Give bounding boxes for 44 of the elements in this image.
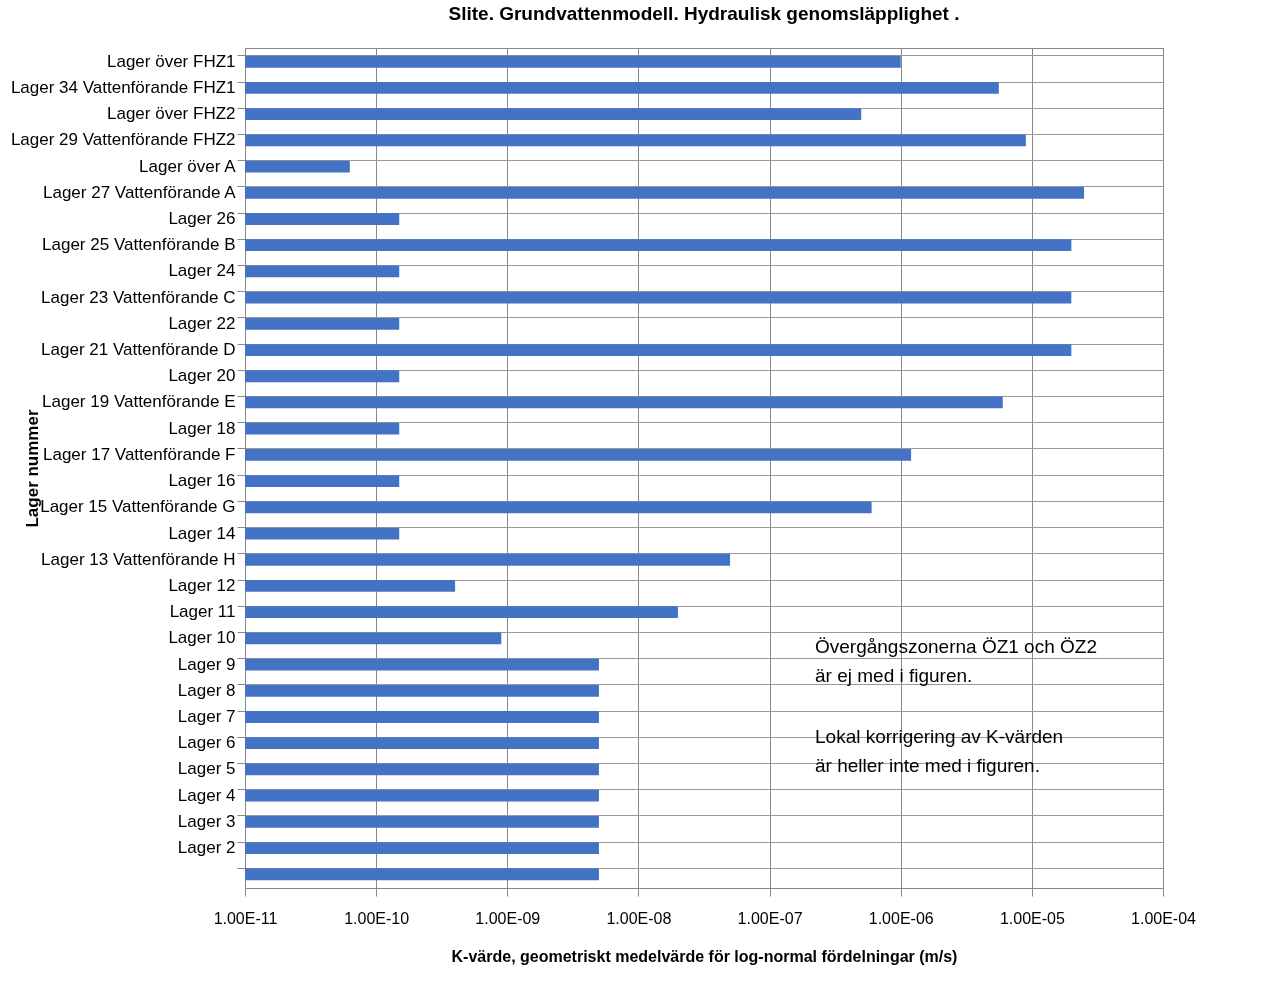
- y-tick-label: Lager 8: [177, 680, 236, 700]
- y-tick-label: Lager 20: [168, 366, 236, 386]
- y-tick-label: Lager 17 Vattenförande F: [43, 444, 236, 464]
- y-tick-label: Lager 29 Vattenförande FHZ2: [10, 130, 236, 150]
- y-tick-label: Lager 16: [168, 471, 236, 491]
- y-tick-label: Lager 24: [168, 261, 236, 281]
- y-tick-label: Lager 3: [177, 811, 236, 831]
- y-tick-label: Lager 21 Vattenförande D: [41, 340, 236, 360]
- y-tick-label: Lager 22: [168, 313, 236, 333]
- x-tick-label: 1.00E-10: [344, 909, 410, 927]
- y-tick-label: Lager 15 Vattenförande G: [40, 497, 236, 517]
- x-tick-label: 1.00E-05: [999, 909, 1065, 927]
- y-tick-label: Lager 9: [177, 654, 236, 674]
- y-tick-label: Lager över FHZ2: [107, 104, 236, 124]
- y-tick-label: Lager 10: [168, 628, 236, 648]
- annotation: Övergångszonerna ÖZ1 och ÖZ2 är ej med i figuren.: [815, 636, 1097, 686]
- annotation: Lokal korrigering av K-värden är heller inte med i figuren.: [815, 726, 1064, 776]
- x-tick-label: 1.00E-07: [737, 909, 803, 927]
- y-tick-label: Lager 34 Vattenförande FHZ1: [10, 77, 236, 97]
- y-tick-label: Lager 11: [169, 602, 236, 622]
- y-tick-label: Lager över A: [139, 156, 237, 176]
- y-tick-label: Lager 5: [177, 759, 236, 779]
- x-tick-label: 1.00E-04: [1131, 909, 1197, 927]
- y-tick-label: Lager 23 Vattenförande C: [41, 287, 236, 307]
- y-tick-label: Lager 6: [177, 733, 236, 753]
- y-tick-label: Lager 13 Vattenförande H: [41, 549, 236, 569]
- chart-title: Slite. Grundvattenmodell. Hydraulisk genomsläpplighet .: [448, 3, 960, 24]
- y-tick-label: Lager 7: [177, 706, 236, 726]
- x-tick-label: 1.00E-11: [213, 909, 278, 927]
- y-tick-label: Lager 2: [177, 838, 236, 858]
- y-tick-label: Lager 25 Vattenförande B: [42, 235, 236, 255]
- x-tick-label: 1.00E-09: [475, 909, 541, 927]
- y-tick-label: Lager 14: [168, 523, 236, 543]
- x-tick-label: 1.00E-06: [868, 909, 934, 927]
- x-tick-label: 1.00E-08: [606, 909, 672, 927]
- y-tick-label: Lager 19 Vattenförande E: [42, 392, 236, 412]
- y-axis-title: Lager nummer: [22, 409, 42, 528]
- y-tick-label: Lager över FHZ1: [107, 51, 236, 71]
- x-axis-title: K-värde, geometriskt medelvärde för log-normal fördelningar (m/s): [451, 947, 958, 965]
- y-tick-label: Lager 18: [168, 418, 236, 438]
- y-tick-label: Lager 12: [168, 575, 236, 595]
- y-tick-label: Lager 26: [168, 209, 236, 229]
- y-tick-label: Lager 27 Vattenförande A: [42, 182, 237, 202]
- y-tick-label: Lager 4: [177, 785, 236, 805]
